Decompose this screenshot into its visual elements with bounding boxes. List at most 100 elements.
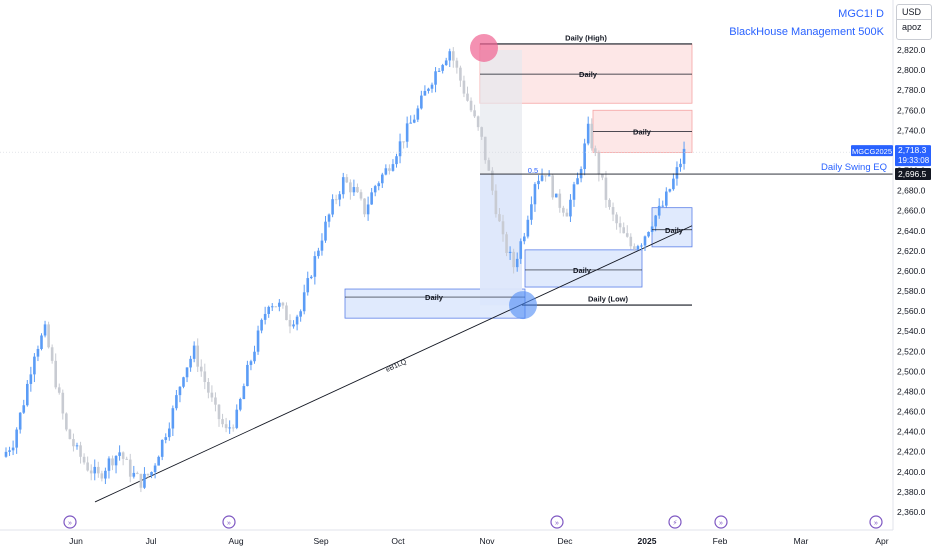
candle-body xyxy=(61,392,65,414)
candle-body xyxy=(143,473,146,488)
candle-body xyxy=(260,319,263,331)
candle-body xyxy=(270,306,274,308)
candle-body xyxy=(675,167,679,179)
candle-body xyxy=(210,392,214,398)
x-tick-label: Sep xyxy=(313,536,328,546)
candle-body xyxy=(381,174,384,184)
candle-body xyxy=(562,207,565,213)
y-tick-label: 2,440.0 xyxy=(897,427,926,437)
countdown-text: 19:33:08 xyxy=(898,156,930,165)
currency-selector[interactable]: USD apoz xyxy=(896,4,932,40)
candle-body xyxy=(338,194,341,200)
candle-body xyxy=(650,226,654,232)
candle-body xyxy=(615,214,618,224)
candle-body xyxy=(65,413,68,430)
candle-body xyxy=(469,100,473,111)
candle-body xyxy=(150,471,153,476)
candle-body xyxy=(196,345,199,367)
currency-unit: apoz xyxy=(902,22,922,32)
candle-body xyxy=(29,374,33,384)
candle-body xyxy=(569,199,572,217)
x-tick-label: Dec xyxy=(557,536,573,546)
swing-high-marker xyxy=(470,33,498,62)
candle-body xyxy=(15,429,18,448)
event-marker-icon xyxy=(222,515,236,529)
candle-body xyxy=(139,473,143,488)
candle-body xyxy=(341,177,345,195)
symbol-title: MGC1! D xyxy=(838,8,884,20)
candle-body xyxy=(540,175,544,181)
candle-body xyxy=(118,452,121,456)
candle-body xyxy=(26,383,29,406)
candle-body xyxy=(320,240,324,251)
candle-body xyxy=(441,65,444,71)
candle-body xyxy=(640,245,643,247)
candle-body xyxy=(409,122,412,124)
candle-body xyxy=(72,439,75,447)
candle-body xyxy=(501,221,505,235)
event-marker-glyph: » xyxy=(68,520,72,527)
candle-body xyxy=(278,302,281,307)
candle-body xyxy=(366,204,370,215)
candle-body xyxy=(452,51,455,61)
y-tick-label: 2,620.0 xyxy=(897,246,926,256)
candle-body xyxy=(4,451,8,457)
event-marker-glyph: ⚡ xyxy=(673,519,678,527)
candle-body xyxy=(256,330,260,352)
candle-body xyxy=(221,419,224,425)
candle-body xyxy=(217,404,221,420)
candle-body xyxy=(373,186,377,193)
candle-body xyxy=(274,306,278,308)
candle-body xyxy=(459,67,462,81)
candle-body xyxy=(349,182,352,193)
candle-body xyxy=(11,447,15,451)
candle-body xyxy=(427,88,430,91)
level-label: Daily xyxy=(573,266,592,275)
candle-body xyxy=(199,366,203,372)
candle-body xyxy=(622,227,625,234)
candle-body xyxy=(391,164,395,171)
candle-body xyxy=(267,306,270,314)
candle-body xyxy=(515,258,519,268)
demand-zone xyxy=(524,249,643,288)
candle-body xyxy=(182,377,185,387)
candle-body xyxy=(483,136,487,161)
candle-body xyxy=(359,192,363,199)
candle-body xyxy=(89,470,93,474)
candle-body xyxy=(395,156,398,165)
candle-body xyxy=(665,191,668,206)
candle-body xyxy=(633,246,636,250)
candle-body xyxy=(462,80,466,94)
candle-body xyxy=(207,382,210,393)
candle-body xyxy=(356,187,359,193)
candle-body xyxy=(480,127,483,137)
candle-body xyxy=(313,256,317,277)
candle-body xyxy=(171,408,175,429)
candle-body xyxy=(345,177,349,183)
candle-body xyxy=(586,123,590,144)
fib-label: 0.5 xyxy=(528,166,538,175)
x-tick-label: Feb xyxy=(713,536,728,546)
candle-body xyxy=(594,148,597,153)
x-tick-label: Jul xyxy=(146,536,157,546)
discount-range-band xyxy=(480,174,522,306)
level-label: Daily (Low) xyxy=(588,295,629,304)
candle-body xyxy=(125,458,128,460)
indicator-subtitle: BlackHouse Management 500K xyxy=(729,26,884,38)
candle-body xyxy=(175,395,178,409)
y-tick-label: 2,420.0 xyxy=(897,447,926,457)
candle-body xyxy=(192,345,196,359)
candle-body xyxy=(672,178,675,190)
y-tick-label: 2,360.0 xyxy=(897,507,926,517)
eq-price-text: 2,696.5 xyxy=(898,169,927,179)
candle-body xyxy=(299,311,302,317)
candle-body xyxy=(40,335,43,349)
candle-body xyxy=(178,386,182,396)
candle-body xyxy=(79,445,82,457)
candle-body xyxy=(636,246,640,250)
y-tick-label: 2,820.0 xyxy=(897,45,926,55)
y-tick-label: 2,800.0 xyxy=(897,65,926,75)
candle-body xyxy=(107,458,111,471)
